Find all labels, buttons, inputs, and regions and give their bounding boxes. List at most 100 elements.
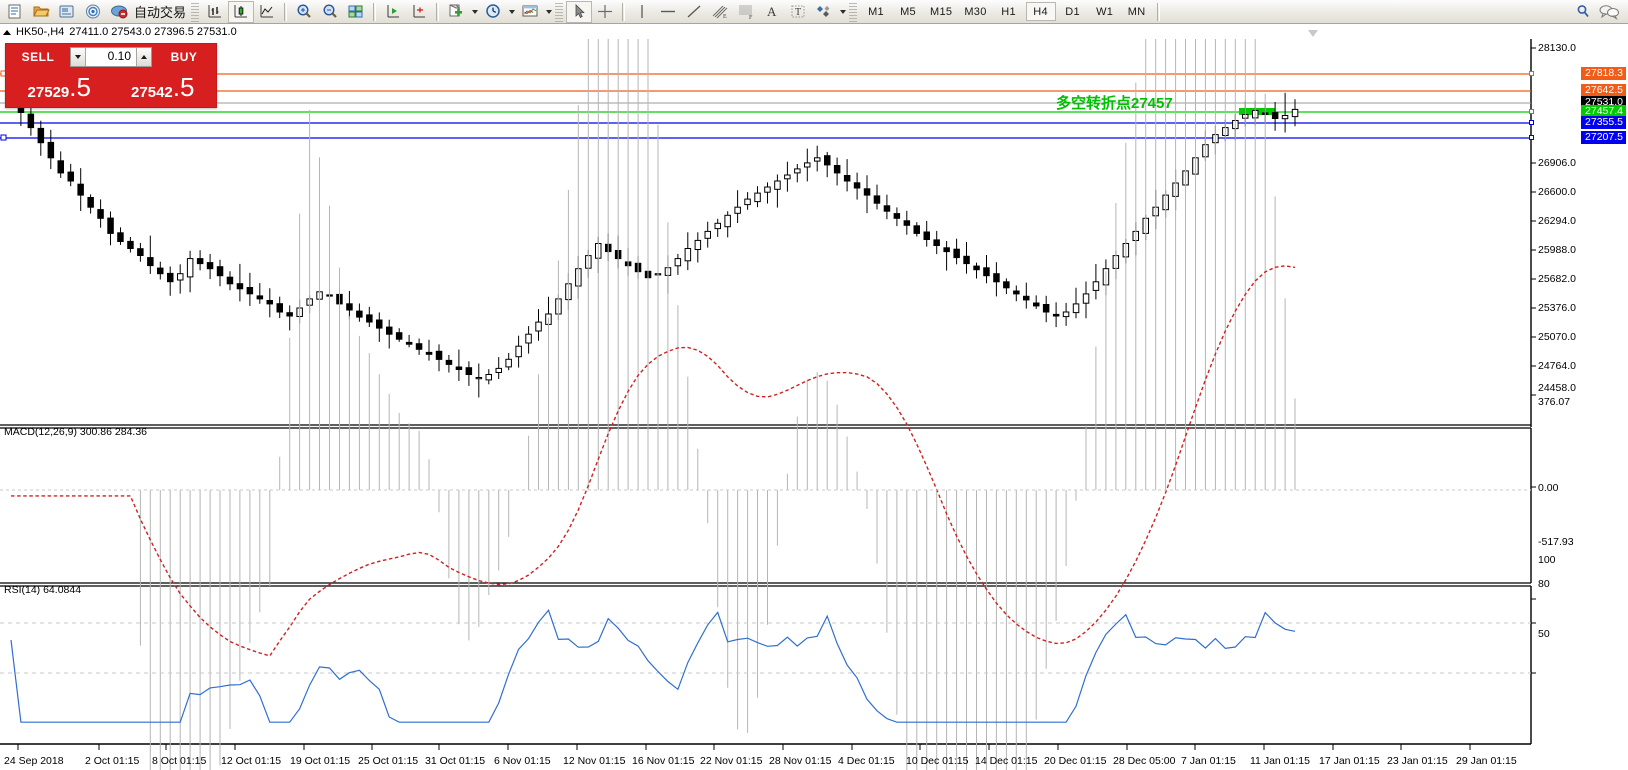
price-tag-handle[interactable] bbox=[1529, 71, 1534, 76]
sell-price[interactable]: 27529 .5 bbox=[9, 68, 110, 102]
news-icon[interactable] bbox=[54, 1, 80, 23]
zoom-out-icon[interactable] bbox=[317, 1, 343, 23]
candle-body bbox=[196, 258, 204, 265]
toolbar-grip[interactable] bbox=[555, 1, 564, 22]
period-icon[interactable] bbox=[480, 1, 506, 23]
chat-icon[interactable] bbox=[1596, 1, 1622, 23]
chevron-down-icon[interactable] bbox=[506, 1, 517, 23]
zoom-in-icon[interactable] bbox=[291, 1, 317, 23]
candle-body bbox=[694, 239, 702, 250]
templates-icon[interactable] bbox=[517, 1, 543, 23]
chart-area[interactable] bbox=[0, 30, 1628, 770]
tile-windows-icon[interactable] bbox=[343, 1, 369, 23]
symbol-name: HK50-,H4 bbox=[16, 26, 65, 38]
crosshair-icon[interactable] bbox=[592, 1, 618, 23]
buy-button[interactable]: BUY bbox=[155, 47, 213, 67]
fibonacci-icon[interactable]: F bbox=[733, 1, 759, 23]
price-tag-27207[interactable]: 27207.5 bbox=[1581, 131, 1626, 144]
line-chart-icon[interactable] bbox=[254, 1, 280, 23]
candle-body bbox=[913, 225, 920, 234]
y-tick-25070: 25070.0 bbox=[1538, 331, 1576, 343]
timeframe-m30[interactable]: M30 bbox=[964, 5, 987, 18]
bar-chart-icon[interactable] bbox=[202, 1, 228, 23]
main-toolbar: 自动交易 bbox=[0, 0, 1628, 24]
buy-price[interactable]: 27542 .5 bbox=[112, 68, 213, 103]
candle-body bbox=[37, 127, 45, 144]
candle-body bbox=[356, 310, 363, 318]
x-tick-label: 10 Dec 01:15 bbox=[906, 755, 969, 767]
text-icon[interactable]: T bbox=[785, 1, 811, 23]
expert-advisor-icon[interactable] bbox=[106, 1, 132, 23]
add-indicator-icon[interactable] bbox=[443, 1, 469, 23]
candle-body bbox=[366, 314, 373, 323]
timeframe-w1[interactable]: W1 bbox=[1096, 5, 1114, 18]
chevron-down-icon[interactable] bbox=[837, 1, 848, 23]
timeframe-m1[interactable]: M1 bbox=[868, 5, 884, 18]
chevron-down-icon[interactable] bbox=[543, 1, 554, 23]
vertical-line-icon[interactable] bbox=[629, 1, 655, 23]
sell-price-fraction: .5 bbox=[69, 72, 91, 103]
folder-icon[interactable] bbox=[28, 1, 54, 23]
volume-value[interactable]: 0.10 bbox=[107, 49, 131, 63]
toolbar-grip[interactable] bbox=[849, 1, 858, 22]
chevron-down-icon[interactable] bbox=[469, 1, 480, 23]
candlestick-chart-icon[interactable] bbox=[228, 0, 255, 23]
timeframe-h4[interactable]: H4 bbox=[1025, 2, 1056, 21]
chart-shift-icon[interactable] bbox=[406, 1, 432, 23]
price-tag-handle[interactable] bbox=[1529, 120, 1534, 125]
price-tag-handle[interactable] bbox=[1529, 135, 1534, 140]
timeframe-mn[interactable]: MN bbox=[1127, 5, 1146, 18]
timeframe-h1[interactable]: H1 bbox=[1001, 5, 1016, 18]
search-icon[interactable] bbox=[1570, 1, 1596, 23]
macd-label[interactable]: MACD(12,26,9) 300.86 284.36 bbox=[4, 426, 148, 438]
candle-body bbox=[1013, 290, 1020, 295]
toolbar-grip[interactable] bbox=[191, 1, 200, 22]
sell-button[interactable]: SELL bbox=[9, 47, 67, 67]
horizontal-line-icon[interactable] bbox=[655, 1, 681, 23]
timeframe-m5[interactable]: M5 bbox=[900, 5, 916, 18]
auto-trade-label[interactable]: 自动交易 bbox=[134, 5, 187, 20]
trade-panel-top-row: SELL 0.10 BUY bbox=[6, 44, 216, 67]
volume-stepper[interactable]: 0.10 bbox=[70, 47, 152, 67]
buy-price-fraction: .5 bbox=[172, 72, 195, 103]
objects-icon[interactable] bbox=[811, 1, 837, 23]
symbol-ohlc: 27411.0 27543.0 27396.5 27531.0 bbox=[69, 26, 237, 38]
trade-panel-prices: 27529 .5 27542 .5 bbox=[6, 67, 216, 105]
candle-body bbox=[127, 240, 134, 249]
timeframe-m15[interactable]: M15 bbox=[930, 5, 953, 18]
price-tag-27355[interactable]: 27355.5 bbox=[1581, 116, 1626, 129]
candle-body bbox=[216, 266, 224, 277]
cursor-icon[interactable] bbox=[566, 0, 593, 23]
price-tag-27642[interactable]: 27642.5 bbox=[1581, 84, 1626, 97]
timeframe-d1[interactable]: D1 bbox=[1065, 5, 1080, 18]
candle-body bbox=[435, 350, 443, 360]
y-tick-26294: 26294.0 bbox=[1538, 215, 1576, 227]
equidistant-channel-icon[interactable]: E bbox=[707, 1, 733, 23]
volume-decrease-button[interactable] bbox=[71, 48, 86, 66]
x-tick-label: 8 Oct 01:15 bbox=[152, 755, 207, 767]
auto-scroll-icon[interactable] bbox=[380, 1, 406, 23]
candle-body bbox=[1092, 281, 1100, 291]
new-order-icon[interactable] bbox=[2, 1, 28, 23]
candle-body bbox=[485, 374, 492, 381]
signals-icon[interactable] bbox=[80, 1, 106, 23]
candle-body bbox=[804, 162, 811, 168]
candle-body bbox=[754, 192, 761, 203]
candle-body bbox=[933, 239, 940, 246]
chart-annotation-text[interactable]: 多空转折点27457 bbox=[1056, 95, 1173, 112]
candle-body bbox=[1281, 115, 1289, 120]
chart-canvas[interactable] bbox=[0, 39, 1628, 770]
price-tag-27457[interactable]: 27457.4 bbox=[1581, 105, 1626, 118]
volume-increase-button[interactable] bbox=[136, 48, 151, 66]
text-label-icon[interactable]: A bbox=[759, 1, 785, 23]
price-tag-27818[interactable]: 27818.3 bbox=[1581, 67, 1626, 80]
candle-body bbox=[923, 231, 930, 240]
rsi-label[interactable]: RSI(14) 64.0844 bbox=[4, 584, 82, 596]
toolbar-separator bbox=[373, 2, 377, 21]
candle-body bbox=[276, 303, 283, 313]
macd-histogram bbox=[139, 39, 1296, 770]
one-click-trading-panel[interactable]: SELL 0.10 BUY 27529 .5 27542 .5 bbox=[5, 43, 217, 108]
sell-price-main: 27529 bbox=[27, 84, 70, 101]
trendline-icon[interactable] bbox=[681, 1, 707, 23]
price-tag-handle[interactable] bbox=[1529, 109, 1534, 114]
